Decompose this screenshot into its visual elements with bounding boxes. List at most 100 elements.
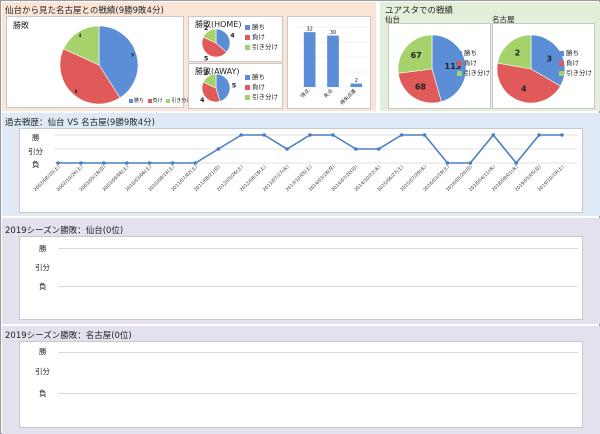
history-point [422,133,427,137]
home-pie-chart: 4 5 2 [201,24,235,63]
pie-slice-lose [59,48,121,105]
home-pie-title: 勝敗(HOME) [195,20,242,29]
season-sendai-y-win: 勝 [39,244,47,253]
pie-slice-draw [497,34,532,70]
season-nagoya-gridline-top [58,352,578,353]
bar-category-label: 得失点差 [339,87,358,106]
season-nagoya-y-lose: 負 [39,389,47,398]
pie-value-label: 2 [204,69,209,77]
nagoya-stadium-pie-chart: 3 4 2 [496,34,566,104]
history-point [445,161,450,165]
history-point [560,133,564,137]
pie-value-label: 3 [546,54,552,63]
bar-0 [303,32,316,87]
stadium-left-label: 仙台 [385,15,400,24]
history-point [285,147,289,151]
season-nagoya-gridline-bottom [58,393,578,394]
season-nagoya-panel: 2019シーズン勝敗：名古屋(0位) 勝 引分 負 [2,326,600,434]
history-point [124,161,129,165]
stadium-record-title: ユアスタでの戦績 [385,6,454,16]
stadium-record-panel: ユアスタでの戦績 仙台 名古屋 113 68 67 勝ち 負け 引き分け 3 4 2 勝… [380,2,600,111]
pie-value-label: 5 [232,82,237,90]
pie-value-label: 5 [204,55,209,63]
history-point [399,133,404,137]
overall-pie-legend: 勝ち 負け 引き分け [129,97,191,104]
history-y-lose: 負 [32,160,40,169]
pie-slice-lose [496,62,561,104]
pie-value-label: 67 [411,51,422,60]
season-sendai-chart-card: 勝 引分 負 [19,236,583,320]
history-point [147,161,152,165]
history-point [216,147,221,151]
home-pie-legend: 勝ち 負け 引き分け [245,22,278,52]
season-sendai-title: 2019シーズン勝敗：仙台(0位) [5,226,124,236]
history-line-chart: 2002/08/10(土)2002/10/26(土)2003/05/18(日)2… [32,133,578,193]
nagoya-stadium-pie-card: 3 4 2 勝ち 負け 引き分け [492,23,595,109]
season-nagoya-y-draw: 引分 [35,367,50,376]
history-point [354,147,358,151]
history-point [193,161,198,165]
history-y-win: 勝 [32,133,40,142]
away-pie-card: 勝敗(AWAY) 5 4 2 勝ち 負け 引き分け [188,63,283,109]
history-point [468,161,473,165]
season-sendai-y-lose: 負 [39,282,47,291]
history-point [239,133,244,137]
away-pie-chart: 5 4 2 [200,69,237,104]
history-y-draw: 引分 [28,147,43,156]
pie-value-label: 9 [131,53,134,58]
pie-value-label: 2 [515,49,521,58]
history-panel: 過去戦歴：仙台 VS 名古屋(9勝9敗4分) 勝 引分 負 2002/08/10… [2,113,600,216]
pie-slice-lose [397,68,442,104]
pie-value-label: 4 [200,96,205,104]
history-point [56,161,60,165]
history-point [308,133,312,137]
bar-value-label: 2 [355,78,358,84]
bar-value-label: 30 [330,30,336,36]
pie-slice-draw [202,73,217,89]
overall-pie-title: 勝敗 [13,21,29,30]
history-point [514,161,518,165]
season-nagoya-y-win: 勝 [39,347,47,356]
goals-bar-chart: 32 得点 30 失点 2 得失点差 [298,27,368,107]
season-nagoya-title: 2019シーズン勝敗：名古屋(0位) [5,331,132,341]
away-pie-title: 勝敗(AWAY) [195,67,240,76]
goals-bar-card: 32 得点 30 失点 2 得失点差 [287,16,371,109]
season-sendai-gridline-bottom [58,286,578,287]
pie-slice-draw [202,28,217,44]
overall-pie-chart: 9 9 4 [59,25,139,105]
sendai-stadium-pie-card: 113 68 67 勝ち 負け 引き分け [388,23,491,109]
season-nagoya-chart-card: 勝 引分 負 [19,341,583,428]
pie-value-label: 9 [75,89,78,94]
history-title: 過去戦歴：仙台 VS 名古屋(9勝9敗4分) [5,118,155,128]
pie-slice-draw [397,34,433,74]
history-point [170,161,175,165]
history-point [102,161,106,165]
season-sendai-panel: 2019シーズン勝敗：仙台(0位) 勝 引分 負 [2,218,600,324]
pie-value-label: 4 [79,33,82,38]
pie-slice-lose [201,81,221,103]
bar-1 [327,35,339,87]
pie-slice-lose [201,36,228,58]
history-point [491,133,496,137]
bar-category-label: 得点 [299,87,311,99]
bar-2 [350,83,363,87]
season-sendai-gridline-top [58,248,578,249]
nagoya-stadium-pie-legend: 勝ち 負け 引き分け [559,48,592,78]
pie-value-label: 4 [521,85,527,94]
bar-category-label: 失点 [322,87,334,99]
pie-value-label: 2 [204,24,209,32]
stadium-right-label: 名古屋 [492,15,515,24]
history-point [376,147,381,151]
home-pie-card: 勝敗(HOME) 4 5 2 勝ち 負け 引き分け [188,16,283,63]
overall-pie-card: 勝敗 9 9 4 勝ち 負け 引き分け [6,16,191,108]
overall-record-title: 仙台から見た名古屋との戦績(9勝9敗4分) [5,6,164,16]
pie-slice-win [215,28,231,53]
sendai-stadium-pie-legend: 勝ち 負け 引き分け [457,48,490,78]
pie-slice-win [215,73,231,102]
history-point [262,133,266,137]
season-sendai-y-draw: 引分 [35,263,50,272]
history-point [537,133,541,137]
pie-value-label: 4 [230,32,235,40]
